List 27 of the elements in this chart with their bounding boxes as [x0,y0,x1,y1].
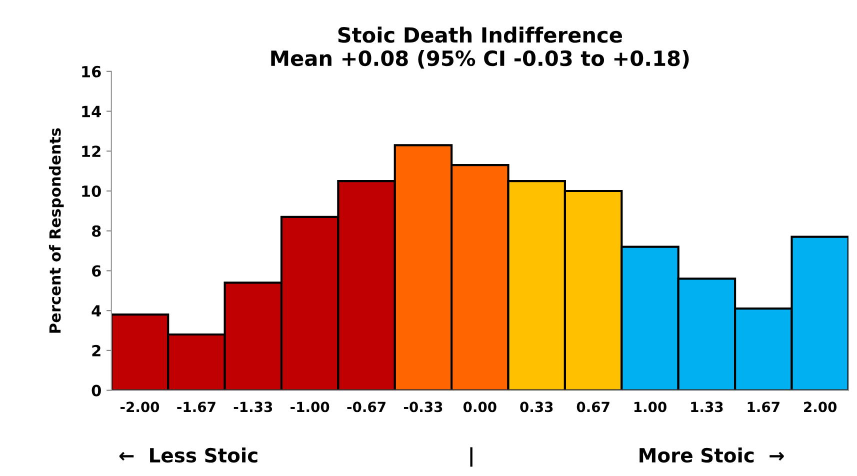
x-tick-label: -0.33 [404,402,442,412]
text: | [470,447,472,467]
x-tick-label: -2.00 [120,402,160,412]
y-tick-label: 4 [92,305,101,316]
y-axis-title: Percent of Respondents [48,128,64,333]
x-tick-label: 0.00 [463,402,496,412]
y-tick-label: 8 [92,225,101,237]
x-tick-label: -1.33 [234,402,272,412]
x-tick-label: 2.00 [804,402,837,412]
x-tick-label: -1.67 [177,402,216,412]
text: More Stoic → [640,448,784,463]
y-tick-label: 12 [82,146,100,157]
y-tick-label: 2 [92,344,100,356]
x-tick-label: 1.67 [748,402,780,412]
text: ← Less Stoic [119,448,258,463]
x-tick-label: 1.00 [634,402,666,412]
y-tick-label: 10 [82,185,101,198]
chart-title: Stoic Death Indifference Mean +0.08 (95% CI -0.03 to +0.18) [271,26,689,69]
y-tick-label: 0 [92,384,101,396]
y-tick-label: 6 [92,265,101,277]
x-tick-label: -0.67 [347,402,386,412]
x-tick-label: 0.33 [520,402,553,412]
y-tick-label: 14 [82,106,101,118]
x-tick-label: 1.33 [691,402,723,412]
x-tick-label: -1.00 [290,402,330,412]
x-tick-label: 0.67 [576,402,610,412]
y-tick-label: 16 [82,66,101,78]
